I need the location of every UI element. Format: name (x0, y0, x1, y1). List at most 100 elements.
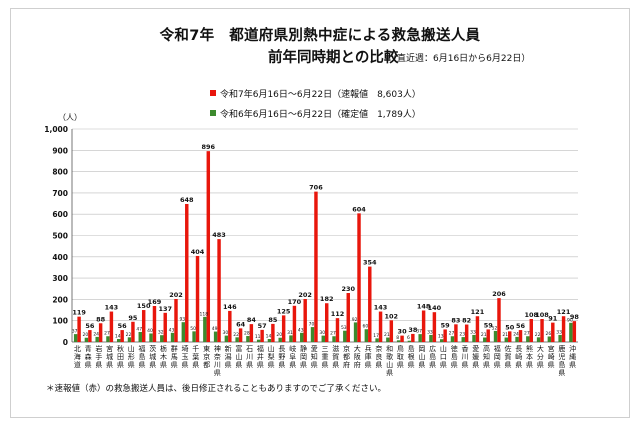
data-label-previous: 23 (459, 332, 465, 338)
data-label-previous: 32 (158, 330, 164, 336)
bar-current (88, 330, 92, 342)
bar-current (260, 329, 264, 342)
bar-current (152, 306, 157, 342)
bar-previous (332, 336, 336, 342)
data-label-previous: 17 (373, 333, 379, 339)
bar-current (174, 298, 178, 342)
bar-current (421, 310, 426, 342)
data-label-current: 143 (105, 304, 119, 312)
bar-previous (256, 339, 261, 342)
data-label-current: 38 (408, 326, 418, 334)
data-label-current: 202 (298, 291, 312, 299)
data-label-previous: 24 (513, 331, 519, 337)
bar-current (572, 321, 577, 342)
data-label-current: 112 (331, 310, 345, 318)
bar-previous (536, 337, 541, 342)
data-label-current: 354 (363, 259, 377, 267)
bar-previous (558, 334, 562, 342)
bar-previous (439, 339, 444, 342)
data-label-current: 896 (202, 143, 216, 151)
data-label-previous: 33 (427, 329, 433, 335)
bar-previous (450, 336, 455, 342)
bar-current (368, 266, 372, 342)
bar-previous (127, 337, 132, 342)
legend: 令和7年6月16日～6月22日（速報値 8,603人） 令和6年6月16日～6月… (210, 83, 421, 123)
x-tick-label: 福島県 (138, 344, 145, 369)
y-tick-label: 800 (52, 168, 68, 177)
data-label-previous: 47 (136, 326, 142, 332)
bar-previous (73, 334, 78, 342)
x-tick-label: 香川県 (461, 344, 468, 369)
data-label-previous: 6 (407, 335, 410, 341)
data-label-previous: 11 (255, 334, 261, 340)
data-label-previous: 90 (567, 317, 573, 323)
bar-previous (310, 327, 315, 342)
data-label-current: 59 (484, 321, 494, 329)
bar-previous (246, 336, 250, 342)
chart-frame (10, 8, 630, 418)
bar-previous (472, 334, 476, 342)
x-tick-label: 愛媛県 (472, 344, 479, 369)
bar-previous (170, 332, 175, 342)
bar-current (464, 324, 469, 342)
bar-current (400, 335, 404, 342)
x-tick-label: 鹿児島県 (558, 344, 565, 377)
bar-current (206, 151, 211, 342)
bar-previous (353, 322, 358, 342)
bar-previous (504, 337, 509, 342)
data-label-current: 98 (570, 313, 580, 321)
bar-current (518, 330, 523, 342)
data-label-previous: 8 (396, 335, 399, 341)
data-label-previous: 53 (341, 325, 347, 331)
data-label-previous: 27 (524, 331, 530, 337)
data-label-current: 59 (441, 321, 451, 329)
data-label-current: 30 (398, 328, 408, 336)
bar-current (389, 320, 394, 342)
data-label-previous: 14 (266, 334, 272, 340)
x-tick-label: 徳島県 (451, 344, 458, 369)
bar-previous (267, 339, 272, 342)
footnote: ＊速報値（赤）の救急搬送人員は、後日修正されることもありますのでご了承ください。 (46, 384, 387, 394)
data-label-previous: 27 (104, 331, 110, 337)
bar-previous (375, 338, 379, 342)
bar-current (378, 311, 383, 342)
data-label-previous: 21 (502, 332, 508, 338)
data-label-previous: 93 (179, 317, 185, 323)
bar-current (131, 321, 135, 342)
bar-previous (160, 335, 164, 342)
x-tick-label: 山形県 (128, 344, 135, 369)
x-tick-label: 山口県 (440, 344, 447, 369)
data-label-previous: 49 (212, 326, 218, 332)
data-label-current: 230 (341, 285, 355, 293)
legend-swatch-previous (210, 110, 216, 116)
data-label-current: 137 (158, 305, 172, 313)
bar-current (249, 324, 254, 342)
legend-swatch-current (210, 90, 216, 96)
data-label-current: 57 (258, 322, 267, 330)
data-label-previous: 22 (535, 332, 541, 338)
data-label-current: 146 (223, 303, 237, 311)
data-label-current: 206 (492, 290, 506, 298)
y-tick-label: 100 (52, 317, 68, 326)
bar-current (508, 331, 512, 342)
bar-current (109, 311, 114, 342)
data-label-current: 483 (212, 231, 226, 239)
bar-current (432, 312, 437, 342)
x-tick-label: 秋田県 (117, 344, 124, 369)
bar-previous (418, 334, 422, 342)
bar-current (346, 293, 350, 342)
data-label-current: 102 (385, 312, 399, 320)
data-label-previous: 43 (298, 327, 304, 333)
bar-previous (407, 340, 412, 342)
y-tick-label: 600 (52, 210, 68, 219)
bar-current (163, 312, 167, 342)
x-tick-label: 群馬県 (171, 344, 178, 369)
bar-current (475, 316, 480, 342)
bar-previous (321, 335, 325, 342)
bar-current (228, 310, 232, 342)
bar-current (486, 329, 490, 342)
bar-previous (138, 331, 142, 342)
data-label-current: 202 (169, 291, 183, 299)
x-tick-label: 大阪府 (354, 344, 361, 369)
x-tick-label: 山梨県 (268, 344, 275, 369)
